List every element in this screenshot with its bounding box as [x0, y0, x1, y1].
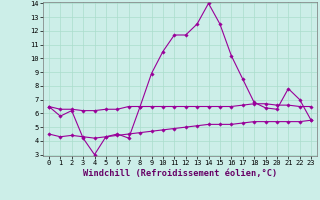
X-axis label: Windchill (Refroidissement éolien,°C): Windchill (Refroidissement éolien,°C) — [83, 169, 277, 178]
